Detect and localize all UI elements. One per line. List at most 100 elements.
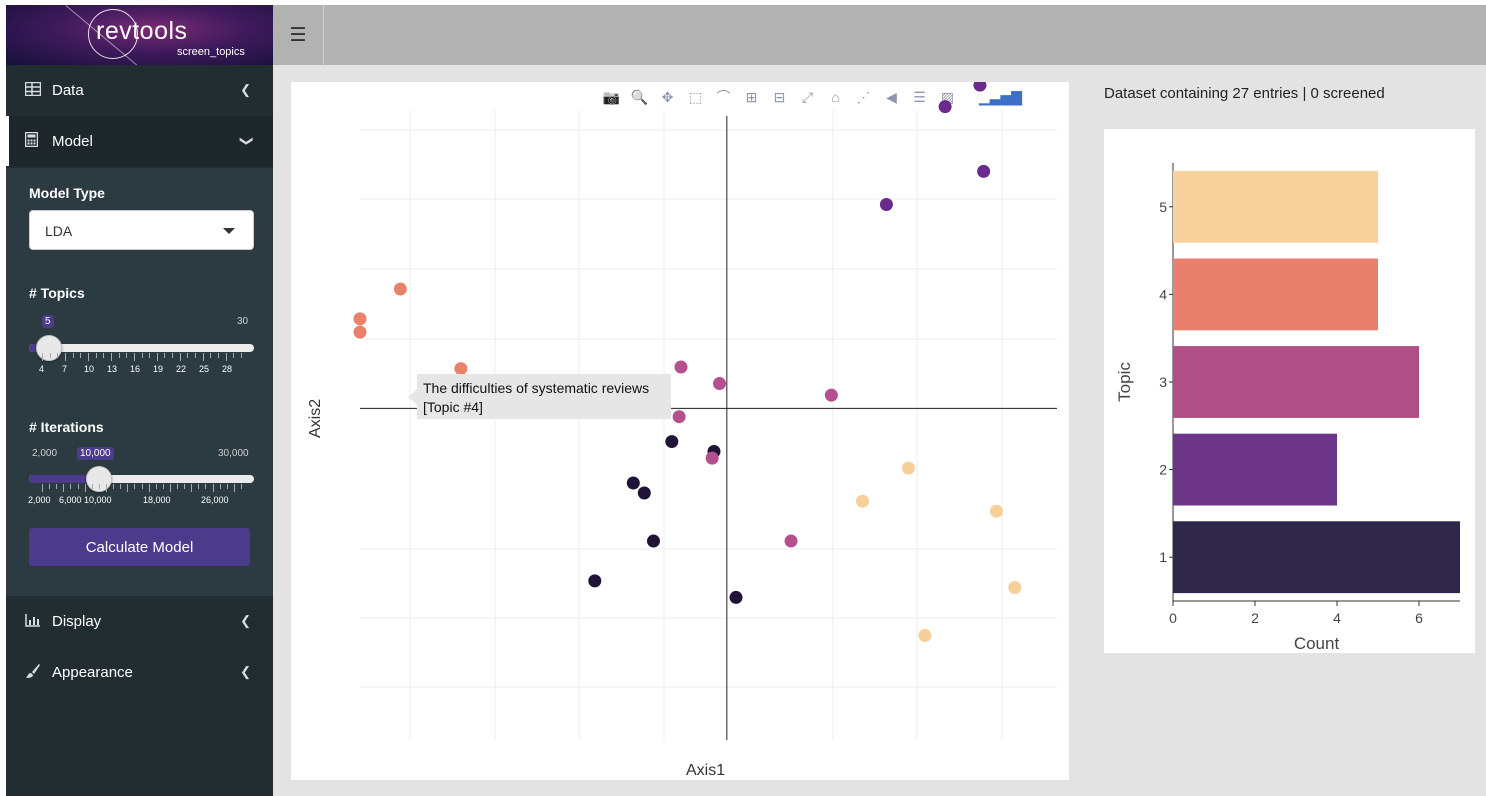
iterations-slider[interactable]: 2,000 10,000 30,000 2,000 6,000 10,000 18,0… (28, 444, 254, 514)
box-select-icon[interactable]: ⬚ (688, 88, 703, 105)
scatter-point-topic-5[interactable] (901, 461, 915, 475)
topics-max: 30 (237, 316, 249, 327)
scatter-point-topic-3[interactable] (824, 388, 838, 402)
scatter-point-topic-1[interactable] (637, 486, 651, 500)
chevron-down-icon: ❮ (237, 135, 253, 147)
zoom-icon[interactable]: 🔍 (630, 88, 649, 105)
topic-bar-chart[interactable]: 1 2 3 4 5 0 2 4 6 Count Topic (1104, 129, 1475, 653)
x-tick-label: 6 (1415, 610, 1423, 626)
slider-tick (198, 484, 200, 489)
spike-lines-icon[interactable]: ⋰ (856, 88, 871, 105)
hamburger-icon[interactable]: ☰ (273, 5, 324, 65)
scatter-point-topic-4[interactable] (454, 362, 468, 376)
scatter-point-topic-3[interactable] (705, 451, 719, 465)
slider-tick (98, 484, 100, 489)
bar-chart-icon (25, 613, 43, 630)
bar-topic-2[interactable] (1173, 433, 1337, 506)
bar-topic-3[interactable] (1173, 346, 1419, 418)
slider-tick (95, 353, 97, 358)
slider-tick (118, 353, 120, 358)
slider-tick (113, 484, 115, 489)
slider-grid-label: 10,000 (84, 495, 112, 505)
calculator-icon (24, 131, 43, 150)
slider-tick (57, 353, 59, 358)
slider-tick (70, 484, 72, 489)
scatter-point-topic-2[interactable] (938, 100, 952, 114)
scatter-point-topic-5[interactable] (918, 629, 932, 643)
bar-topic-5[interactable] (1173, 170, 1378, 243)
scatter-point-topic-1[interactable] (626, 476, 640, 490)
scatter-point-topic-1[interactable] (588, 574, 602, 588)
slider-grid-label: 4 (39, 364, 45, 374)
hover-tooltip: The difficulties of systematic reviews [… (417, 374, 671, 419)
slider-tick (210, 353, 212, 358)
slider-grid-label: 18,000 (143, 495, 171, 505)
zoom-out-icon[interactable]: ⊟ (773, 88, 786, 105)
hover-closest-icon[interactable]: ◀ (886, 88, 897, 105)
slider-grid-label: 10 (84, 364, 95, 374)
slider-tick (241, 353, 242, 358)
scatter-point-topic-1[interactable] (646, 534, 660, 548)
sidebar-item-model[interactable]: Model ❮ (6, 116, 273, 166)
slider-tick (164, 353, 166, 358)
slider-tick (110, 353, 112, 361)
app-logo[interactable]: revtools screen_topics (6, 5, 273, 65)
sidebar-item-label: Model (52, 132, 93, 150)
scatter-point-topic-3[interactable] (674, 360, 688, 374)
topics-slider[interactable]: 5 30 4 7 10 13 16 19 22 25 28 (29, 313, 254, 383)
slider-tick (127, 484, 129, 492)
slider-tick (49, 484, 51, 489)
chevron-left-icon: ❮ (240, 613, 251, 628)
scatter-point-topic-3[interactable] (672, 410, 686, 424)
scatter-point-topic-4[interactable] (353, 325, 367, 339)
dataset-info: Dataset containing 27 entries | 0 screen… (1104, 85, 1385, 102)
scatter-point-topic-5[interactable] (989, 504, 1003, 518)
topics-label: # Topics (29, 285, 85, 301)
slider-tick (87, 353, 89, 361)
iterations-fill (29, 475, 99, 483)
model-type-select[interactable]: LDA (29, 210, 254, 250)
scatter-point-topic-5[interactable] (1008, 580, 1022, 594)
scatter-point-topic-5[interactable] (856, 494, 870, 508)
scatter-point-topic-2[interactable] (879, 198, 893, 211)
calculate-model-button[interactable]: Calculate Model (29, 528, 250, 566)
home-icon[interactable]: ⌂ (831, 89, 840, 105)
sidebar-item-data[interactable]: Data ❮ (6, 65, 273, 115)
sidebar-item-appearance[interactable]: Appearance ❮ (6, 647, 273, 697)
app-window: revtools screen_topics Data ❮ Model ❮ Mo… (6, 5, 1486, 796)
slider-tick (134, 484, 136, 489)
bar-topic-1[interactable] (1173, 521, 1460, 594)
hover-compare-icon[interactable]: ☰ (913, 88, 926, 105)
pan-icon[interactable]: ✥ (661, 88, 674, 105)
scatter-point-topic-3[interactable] (713, 377, 727, 391)
slider-grid-label: 22 (176, 364, 187, 374)
y-tick-label: 4 (1159, 286, 1167, 302)
slider-grid-label: 13 (107, 364, 118, 374)
x-axis-title: Count (1294, 634, 1340, 653)
slider-tick (184, 484, 186, 489)
sidebar-item-label: Data (52, 81, 84, 99)
zoom-in-icon[interactable]: ⊞ (745, 88, 758, 105)
x-tick-label: 0 (1169, 610, 1177, 626)
slider-tick (172, 353, 174, 358)
scatter-point-topic-2[interactable] (973, 82, 987, 92)
slider-tick (149, 353, 151, 358)
y-tick-label: 5 (1159, 199, 1167, 215)
topics-track[interactable] (29, 344, 254, 352)
lasso-icon[interactable]: ⌒ (716, 89, 731, 105)
sidebar-item-display[interactable]: Display ❮ (6, 596, 273, 646)
model-settings-panel: Model Type LDA # Topics 5 30 4 7 10 13 16 19 2… (6, 168, 273, 596)
camera-icon[interactable]: 📷 (602, 88, 621, 105)
x-axis-title: Axis1 (686, 762, 726, 779)
scatter-point-topic-1[interactable] (729, 590, 743, 604)
iterations-track[interactable] (29, 475, 254, 483)
autoscale-icon[interactable]: ⤢ (801, 88, 814, 105)
scatter-point-topic-2[interactable] (977, 164, 991, 178)
scatter-point-topic-4[interactable] (353, 312, 367, 326)
bar-topic-4[interactable] (1173, 258, 1378, 331)
scatter-point-topic-4[interactable] (393, 282, 407, 296)
scatter-point-topic-3[interactable] (784, 534, 798, 548)
tooltip-title: The difficulties of systematic reviews (423, 380, 650, 396)
scatter-plot[interactable] (291, 82, 1069, 780)
scatter-point-topic-1[interactable] (665, 435, 679, 449)
